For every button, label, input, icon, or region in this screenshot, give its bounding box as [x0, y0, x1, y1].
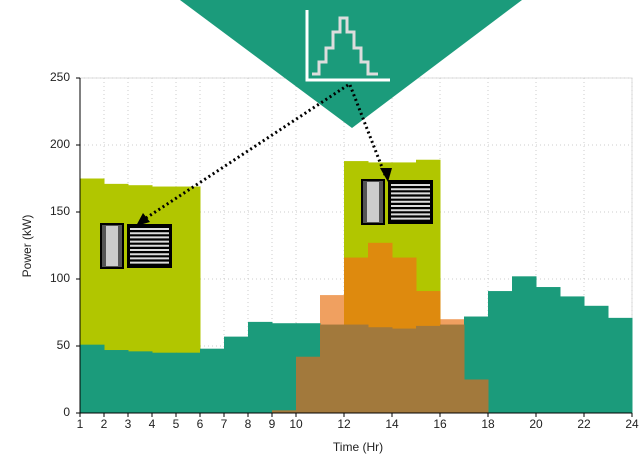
y-tick-label: 150: [50, 204, 70, 218]
step-bar: [224, 336, 249, 413]
step-bar: [488, 291, 513, 413]
x-tick-label: 16: [433, 417, 447, 431]
step-bar: [248, 321, 273, 413]
y-axis-label: Power (kW): [20, 215, 34, 278]
x-axis-label: Time (Hr): [333, 440, 383, 454]
step-bar: [272, 323, 297, 413]
y-tick-label: 200: [50, 137, 70, 151]
step-bar: [608, 317, 633, 413]
step-bar: [296, 356, 321, 413]
x-tick-label: 14: [385, 417, 399, 431]
x-tick-label: 2: [101, 417, 108, 431]
x-tick-label: 6: [197, 417, 204, 431]
step-bar: [80, 344, 105, 413]
step-bar: [104, 350, 129, 413]
x-tick-label: 4: [149, 417, 156, 431]
x-tick-label: 12: [337, 417, 351, 431]
step-bar: [152, 352, 177, 413]
x-tick-label: 22: [577, 417, 591, 431]
step-bar: [416, 325, 441, 413]
y-tick-label: 50: [57, 338, 71, 352]
step-bar: [584, 305, 609, 413]
decoration: [100, 0, 522, 269]
x-tick-label: 3: [125, 417, 132, 431]
x-tick-label: 10: [289, 417, 303, 431]
step-bar: [344, 324, 369, 413]
step-bar: [368, 327, 393, 413]
step-bar: [560, 296, 585, 413]
step-bar: [464, 379, 489, 413]
y-tick-label: 100: [50, 271, 70, 285]
step-bar: [200, 348, 225, 413]
step-bar: [392, 328, 417, 413]
step-bar: [272, 410, 297, 413]
x-tick-label: 18: [481, 417, 495, 431]
x-tick-label: 5: [173, 417, 180, 431]
x-tick-label: 8: [245, 417, 252, 431]
step-bar: [512, 276, 537, 413]
step-bar: [176, 352, 201, 413]
x-tick-label: 7: [221, 417, 228, 431]
step-bar: [320, 324, 345, 413]
x-tick-label: 20: [529, 417, 543, 431]
y-tick-label: 250: [50, 70, 70, 84]
step-bar: [128, 351, 153, 413]
step-bar: [536, 287, 561, 413]
x-tick-label: 24: [625, 417, 639, 431]
step-bar: [440, 324, 465, 413]
x-tick-label: 9: [269, 417, 276, 431]
y-tick-label: 0: [63, 405, 70, 419]
x-tick-label: 1: [77, 417, 84, 431]
